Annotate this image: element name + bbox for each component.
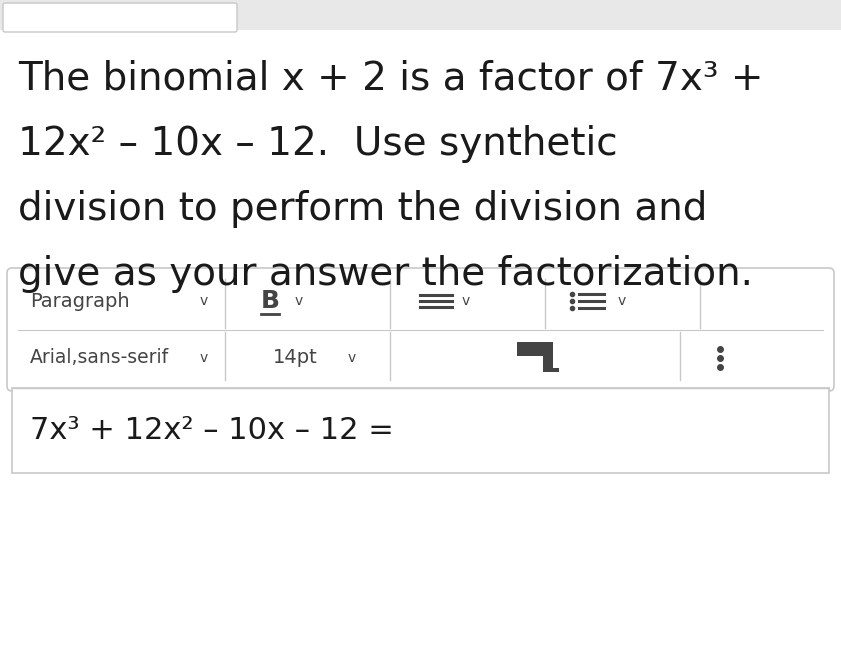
Bar [543, 354, 553, 370]
Text: 14pt: 14pt [272, 348, 317, 367]
Text: v: v [200, 351, 209, 365]
Bar [517, 342, 553, 356]
Text: Arial,sans-serif: Arial,sans-serif [30, 348, 169, 367]
Text: B: B [261, 289, 279, 313]
FancyBboxPatch shape [12, 388, 829, 473]
Text: 7x³ + 12x² – 10x – 12 =: 7x³ + 12x² – 10x – 12 = [30, 416, 394, 445]
FancyBboxPatch shape [3, 3, 237, 32]
Text: v: v [200, 294, 209, 308]
Text: 12x² – 10x – 12.  Use synthetic: 12x² – 10x – 12. Use synthetic [18, 125, 617, 163]
Text: v: v [348, 351, 357, 365]
Text: Paragraph: Paragraph [30, 292, 130, 311]
Text: The binomial x + 2 is a factor of 7x³ +: The binomial x + 2 is a factor of 7x³ + [18, 60, 764, 98]
Bar [543, 368, 559, 372]
Text: v: v [462, 294, 470, 308]
Text: give as your answer the factorization.: give as your answer the factorization. [18, 255, 753, 293]
FancyBboxPatch shape [7, 268, 834, 391]
Text: v: v [295, 294, 304, 308]
Bar [0, 0, 841, 30]
Text: v: v [618, 294, 627, 308]
Text: division to perform the division and: division to perform the division and [18, 190, 707, 228]
